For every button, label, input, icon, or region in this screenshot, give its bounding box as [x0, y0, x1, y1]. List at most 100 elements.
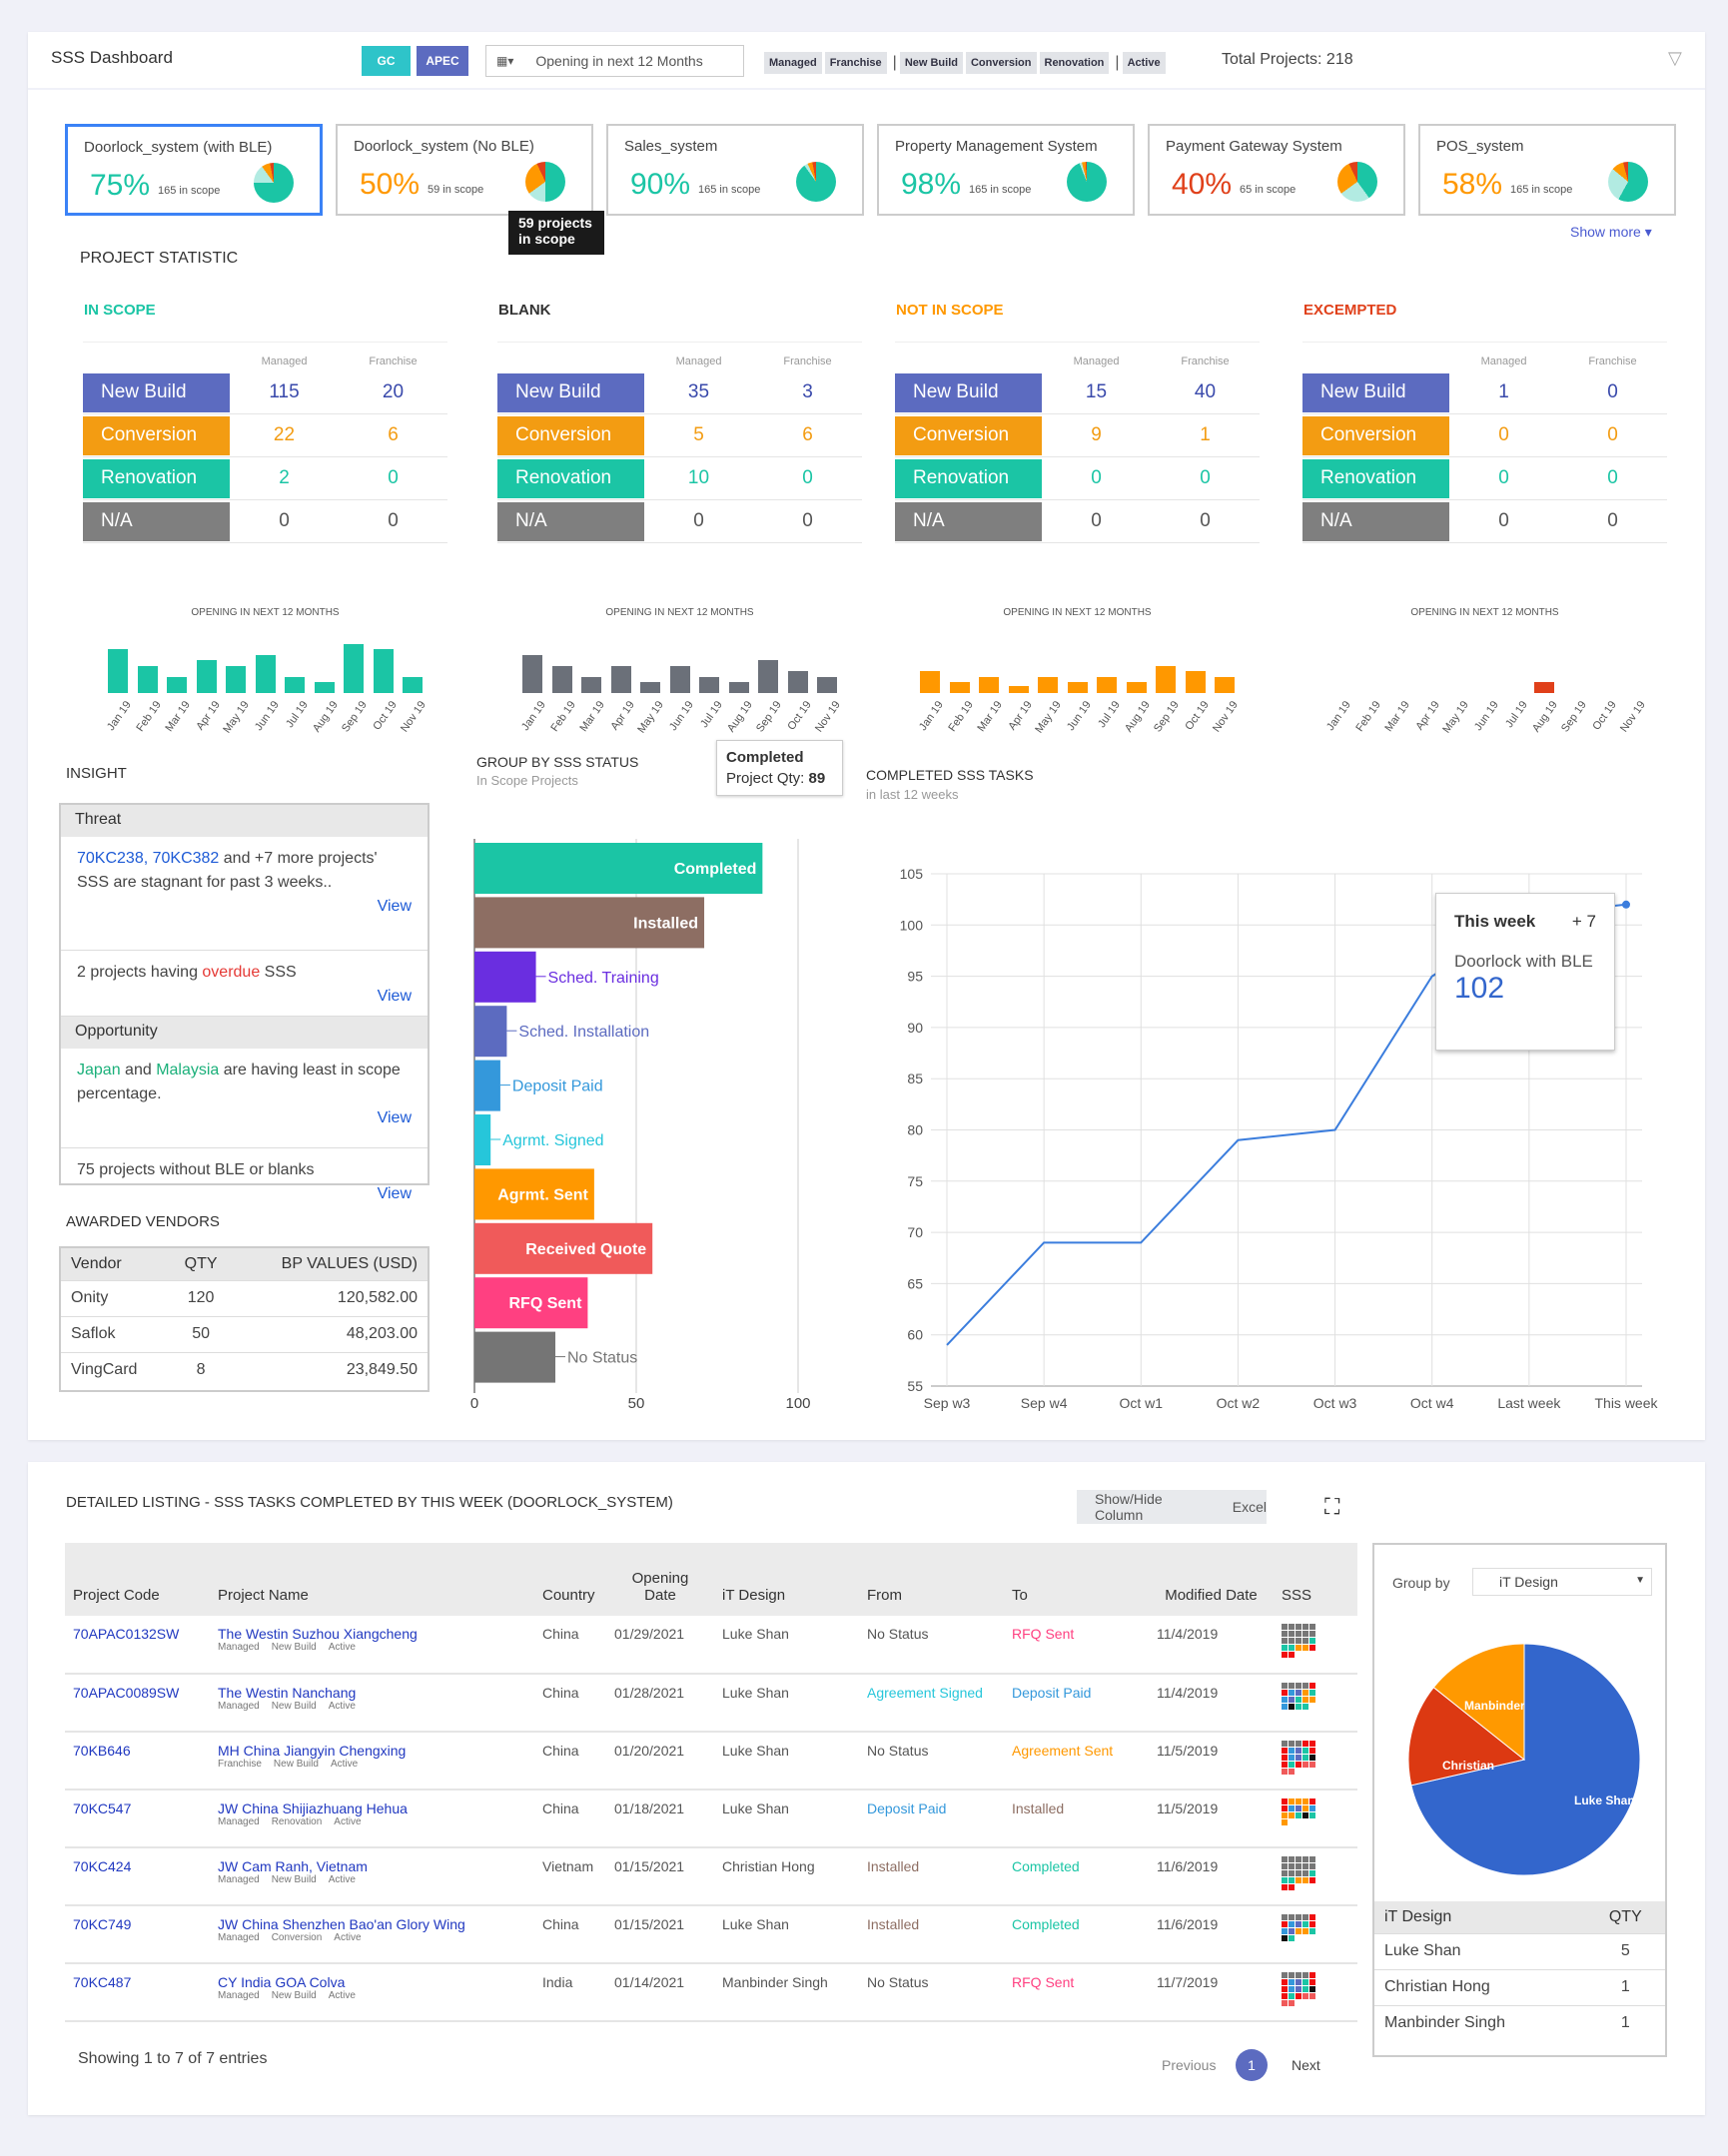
design-row[interactable]: Manbinder Singh 1 [1374, 2004, 1665, 2041]
project-name-link[interactable]: CY India GOA Colva [218, 1974, 346, 1990]
sss-grid-icon[interactable] [1282, 1972, 1349, 2006]
status-bar[interactable] [474, 1222, 653, 1274]
table-row[interactable]: 70KC749 JW China Shenzhen Bao'an Glory Wi… [65, 1905, 1357, 1964]
chip-conversion[interactable]: Conversion [965, 52, 1037, 74]
status-bar[interactable] [474, 1114, 491, 1165]
status-bar[interactable] [474, 1006, 507, 1058]
stat-row[interactable]: N/A 0 0 [1302, 500, 1667, 543]
chip-new-build[interactable]: New Build [899, 52, 963, 74]
kpi-card[interactable]: Payment Gateway System 40% 65 in scope [1148, 124, 1405, 216]
sss-grid-icon[interactable] [1282, 1798, 1349, 1825]
stat-row[interactable]: New Build 1 0 [1302, 371, 1667, 414]
status-bar[interactable] [474, 897, 705, 949]
project-name-link[interactable]: JW China Shijiazhuang Hehua [218, 1800, 408, 1816]
status-bar[interactable] [474, 1060, 500, 1111]
project-name-link[interactable]: JW China Shenzhen Bao'an Glory Wing [218, 1916, 465, 1932]
column-header[interactable]: Opening Date [606, 1543, 714, 1616]
vendor-row[interactable]: VingCard 8 23,849.50 [61, 1351, 428, 1388]
table-row[interactable]: 70APAC0089SW The Westin Nanchang Managed Ne… [65, 1674, 1357, 1733]
table-row[interactable]: 70KB646 MH China Jiangyin Chengxing Franch… [65, 1732, 1357, 1791]
view-link[interactable]: View [377, 988, 412, 1005]
kpi-card[interactable]: Doorlock_system (No BLE) 50% 59 in scope [336, 124, 593, 216]
pie-slice[interactable] [1407, 1686, 1526, 1787]
group-by-select[interactable]: iT Design ▼ [1472, 1568, 1652, 1596]
column-header[interactable]: Country [534, 1543, 606, 1616]
project-name-link[interactable]: The Westin Suzhou Xiangcheng [218, 1626, 418, 1642]
project-name-link[interactable]: JW Cam Ranh, Vietnam [218, 1858, 368, 1874]
stat-row[interactable]: New Build 15 40 [895, 371, 1260, 414]
kpi-card[interactable]: Property Management System 98% 165 in scop… [877, 124, 1135, 216]
stat-row[interactable]: New Build 35 3 [497, 371, 862, 414]
view-link[interactable]: View [377, 898, 412, 915]
kpi-card[interactable]: POS_system 58% 165 in scope [1418, 124, 1676, 216]
sss-grid-icon[interactable] [1282, 1914, 1349, 1941]
project-name-link[interactable]: The Westin Nanchang [218, 1685, 357, 1701]
kpi-card[interactable]: Sales_system 90% 165 in scope [606, 124, 864, 216]
column-header[interactable]: SSS [1274, 1543, 1357, 1616]
stat-row[interactable]: Renovation 10 0 [497, 457, 862, 500]
stat-row[interactable]: Renovation 2 0 [83, 457, 447, 500]
page-1-button[interactable]: 1 [1236, 2049, 1268, 2081]
sss-grid-icon[interactable] [1282, 1856, 1349, 1890]
design-row[interactable]: Christian Hong 1 [1374, 1968, 1665, 2005]
threat-project-links[interactable]: 70KC238, 70KC382 [77, 850, 220, 867]
filter-icon[interactable]: ▽ [1668, 48, 1682, 68]
project-name-link[interactable]: MH China Jiangyin Chengxing [218, 1743, 407, 1759]
project-code-link[interactable]: 70APAC0089SW [65, 1674, 210, 1733]
status-bar[interactable] [474, 951, 536, 1003]
sss-grid-icon[interactable] [1282, 1624, 1349, 1658]
country-link[interactable]: Malaysia [156, 1062, 220, 1078]
status-bar[interactable] [474, 1331, 555, 1383]
view-link[interactable]: View [377, 1109, 412, 1126]
region-gc-button[interactable]: GC [362, 46, 411, 76]
column-header[interactable]: To [1004, 1543, 1149, 1616]
chip-managed[interactable]: Managed [764, 52, 822, 74]
stat-row[interactable]: New Build 115 20 [83, 371, 447, 414]
project-code-link[interactable]: 70APAC0132SW [65, 1616, 210, 1675]
stat-row[interactable]: N/A 0 0 [895, 500, 1260, 543]
table-row[interactable]: 70KC424 JW Cam Ranh, Vietnam Managed New Bu… [65, 1847, 1357, 1906]
project-code-link[interactable]: 70KC749 [65, 1905, 210, 1964]
next-page-button[interactable]: Next [1292, 2057, 1320, 2073]
excel-button[interactable]: Excel [1232, 1499, 1267, 1515]
column-header[interactable]: From [859, 1543, 1004, 1616]
show-hide-column-button[interactable]: Show/Hide Column [1095, 1491, 1163, 1523]
date-filter-dropdown[interactable]: ▦▾ Opening in next 12 Months [485, 45, 744, 77]
column-header[interactable]: Project Name [210, 1543, 534, 1616]
sss-grid-icon[interactable] [1282, 1741, 1349, 1775]
line-point[interactable] [1622, 900, 1630, 909]
country-link[interactable]: Japan [77, 1062, 121, 1078]
table-row[interactable]: 70APAC0132SW The Westin Suzhou Xiangcheng… [65, 1616, 1357, 1675]
table-row[interactable]: 70KC487 CY India GOA Colva Managed New Buil… [65, 1963, 1357, 2022]
column-header[interactable]: Project Code [65, 1543, 210, 1616]
project-code-link[interactable]: 70KC424 [65, 1847, 210, 1906]
sss-grid-icon[interactable] [1282, 1683, 1349, 1710]
show-more-link[interactable]: Show more ▾ [1570, 224, 1652, 240]
chip-franchise[interactable]: Franchise [824, 52, 887, 74]
status-bar[interactable] [474, 1277, 588, 1329]
previous-page-button[interactable]: Previous [1162, 2057, 1217, 2073]
chip-renovation[interactable]: Renovation [1039, 52, 1110, 74]
design-row[interactable]: Luke Shan 5 [1374, 1932, 1665, 1969]
stat-row[interactable]: N/A 0 0 [83, 500, 447, 543]
pie-slice[interactable] [1410, 1643, 1641, 1876]
column-header[interactable]: iT Design [714, 1543, 859, 1616]
stat-row[interactable]: Conversion 22 6 [83, 414, 447, 457]
status-bar[interactable] [474, 843, 763, 894]
vendor-row[interactable]: Saflok 50 48,203.00 [61, 1315, 428, 1352]
table-row[interactable]: 70KC547 JW China Shijiazhuang Hehua Manage… [65, 1790, 1357, 1848]
project-code-link[interactable]: 70KC487 [65, 1963, 210, 2022]
project-code-link[interactable]: 70KC547 [65, 1790, 210, 1848]
kpi-card[interactable]: Doorlock_system (with BLE) 75% 165 in scop… [65, 124, 323, 216]
chip-active[interactable]: Active [1122, 52, 1166, 74]
status-bar[interactable] [474, 1168, 594, 1220]
view-link[interactable]: View [377, 1185, 412, 1202]
stat-row[interactable]: Conversion 5 6 [497, 414, 862, 457]
stat-row[interactable]: Conversion 0 0 [1302, 414, 1667, 457]
stat-row[interactable]: N/A 0 0 [497, 500, 862, 543]
column-header[interactable]: Modified Date [1149, 1543, 1274, 1616]
stat-row[interactable]: Renovation 0 0 [1302, 457, 1667, 500]
region-apec-button[interactable]: APEC [417, 46, 468, 76]
project-code-link[interactable]: 70KB646 [65, 1732, 210, 1791]
stat-row[interactable]: Renovation 0 0 [895, 457, 1260, 500]
